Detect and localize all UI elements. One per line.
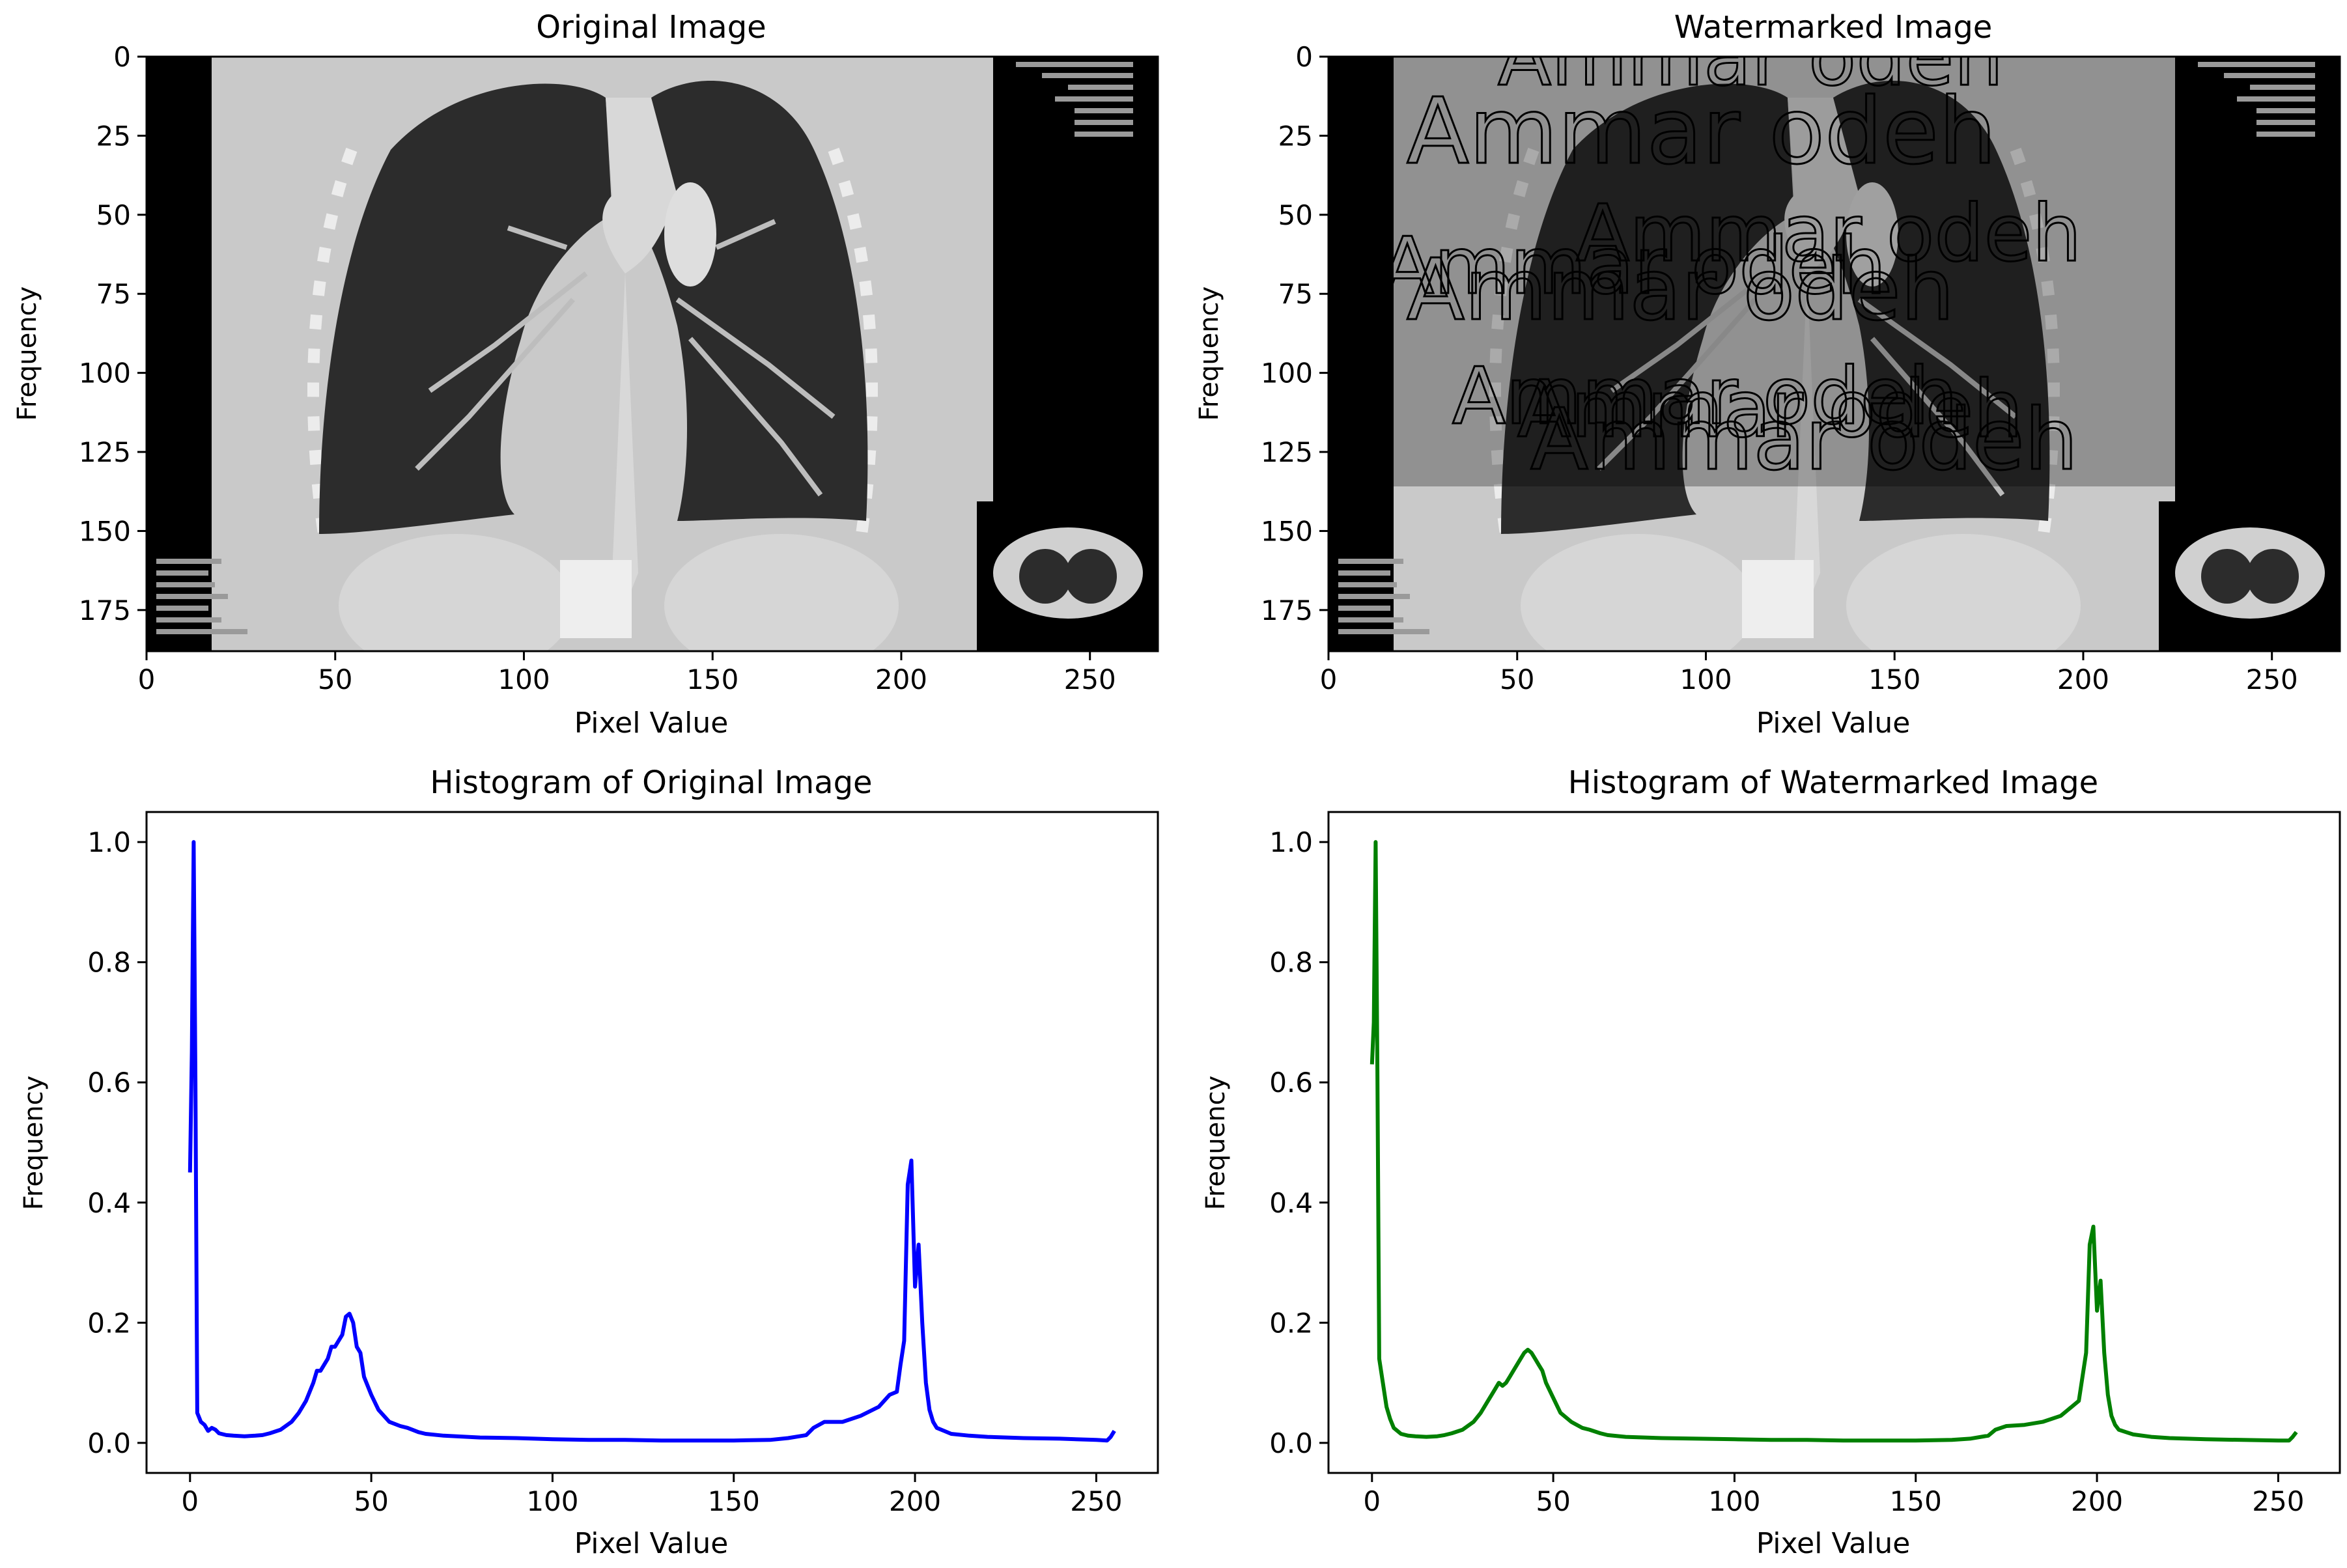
y-tick-label: 0.6 — [1269, 1067, 1313, 1099]
watermarked-ct-image: Ammar odeh Ammar odeh Ammar odeh Ammar o… — [1328, 13, 2340, 651]
x-tick-label: 150 — [1868, 664, 1920, 695]
y-tick-label: 1.0 — [1269, 826, 1313, 858]
y-tick-label: 0.4 — [1269, 1187, 1313, 1219]
y-tick-label: 125 — [79, 436, 131, 468]
y-tick-label: 175 — [1261, 595, 1313, 626]
watermark-text: Ammar odeh — [1576, 189, 2081, 279]
x-tick-label: 100 — [1708, 1485, 1760, 1517]
panel-histogram-original: Histogram of Original Image Pixel Value … — [19, 764, 1159, 1560]
watermark-text: Ammar odeh — [1381, 221, 1886, 312]
panel-title: Histogram of Watermarked Image — [1568, 764, 2098, 801]
histogram-line — [188, 840, 1116, 1443]
x-tick-label: 250 — [2252, 1485, 2304, 1517]
y-tick-label: 1.0 — [87, 826, 131, 858]
y-tick-label: 25 — [1278, 120, 1313, 152]
ct-scan-image — [147, 57, 1158, 651]
x-tick-label: 200 — [2057, 664, 2109, 695]
panel-title: Watermarked Image — [1674, 9, 1993, 46]
y-tick-label: 175 — [79, 595, 131, 626]
panel-watermarked-image: Watermarked Image — [1194, 9, 2341, 740]
y-tick-label: 150 — [1261, 515, 1313, 547]
y-axis-label: Frequency — [1194, 287, 1224, 421]
y-tick-label: 50 — [96, 199, 131, 231]
x-tick-label: 200 — [875, 664, 927, 695]
x-tick-label: 200 — [2071, 1485, 2123, 1517]
panel-histogram-watermarked: Histogram of Watermarked Image Pixel Val… — [1201, 764, 2341, 1560]
watermark-overlay: Ammar odeh Ammar odeh Ammar odeh Ammar o… — [1380, 13, 2083, 490]
x-tick-label: 250 — [2246, 664, 2298, 695]
watermark-text: Ammar odeh — [1407, 79, 1997, 185]
panel-title: Histogram of Original Image — [430, 764, 872, 801]
histogram-line — [1370, 840, 2298, 1443]
y-tick-label: 0.0 — [87, 1427, 131, 1459]
x-tick-label: 0 — [1363, 1485, 1381, 1517]
y-tick-label: 0.8 — [1269, 947, 1313, 979]
x-axis-label: Pixel Value — [1756, 1527, 1911, 1560]
y-tick-label: 0.6 — [87, 1067, 131, 1099]
watermark-text: Ammar odeh — [1498, 13, 2003, 104]
x-tick-label: 250 — [1070, 1485, 1122, 1517]
y-tick-label: 0 — [1295, 41, 1313, 73]
watermark-text: Ammar odeh — [1517, 365, 2023, 455]
x-tick-label: 100 — [1679, 664, 1732, 695]
x-tick-label: 50 — [1536, 1485, 1570, 1517]
x-tick-label: 200 — [889, 1485, 941, 1517]
y-tick-label: 0.2 — [1269, 1307, 1313, 1339]
y-axis-label: Frequency — [19, 1076, 49, 1211]
x-tick-label: 50 — [1500, 664, 1534, 695]
watermark-text: Ammar odeh — [1530, 390, 2078, 489]
x-tick-label: 100 — [526, 1485, 578, 1517]
y-tick-label: 75 — [96, 278, 131, 310]
x-tick-label: 150 — [686, 664, 738, 695]
y-axis-label: Frequency — [1201, 1076, 1231, 1211]
y-tick-label: 25 — [96, 120, 131, 152]
x-tick-label: 0 — [181, 1485, 199, 1517]
y-tick-label: 150 — [79, 515, 131, 547]
x-tick-label: 0 — [1320, 664, 1338, 695]
y-tick-label: 0.4 — [87, 1187, 131, 1219]
y-tick-label: 0.2 — [87, 1307, 131, 1339]
y-tick-label: 50 — [1278, 199, 1313, 231]
panel-title: Original Image — [536, 9, 766, 46]
y-tick-label: 0.8 — [87, 947, 131, 979]
x-axis-label: Pixel Value — [1756, 707, 1911, 740]
x-axis-label: Pixel Value — [574, 1527, 729, 1560]
watermark-text: Ammar odeh — [1452, 352, 1958, 442]
x-tick-label: 50 — [318, 664, 352, 695]
y-tick-label: 0.0 — [1269, 1427, 1313, 1459]
y-tick-label: 100 — [79, 357, 131, 389]
panel-original-image: Original Image — [12, 9, 1159, 740]
watermark-text: Ammar odeh — [1407, 240, 1954, 339]
y-tick-label: 75 — [1278, 278, 1313, 310]
x-tick-label: 150 — [708, 1485, 760, 1517]
x-tick-label: 250 — [1064, 664, 1116, 695]
x-tick-label: 50 — [354, 1485, 388, 1517]
x-axis-label: Pixel Value — [574, 707, 729, 740]
y-tick-label: 100 — [1261, 357, 1313, 389]
x-tick-label: 0 — [138, 664, 156, 695]
y-axis-label: Frequency — [12, 287, 42, 421]
y-tick-label: 125 — [1261, 436, 1313, 468]
x-tick-label: 150 — [1890, 1485, 1942, 1517]
x-tick-label: 100 — [498, 664, 550, 695]
y-tick-label: 0 — [113, 41, 131, 73]
